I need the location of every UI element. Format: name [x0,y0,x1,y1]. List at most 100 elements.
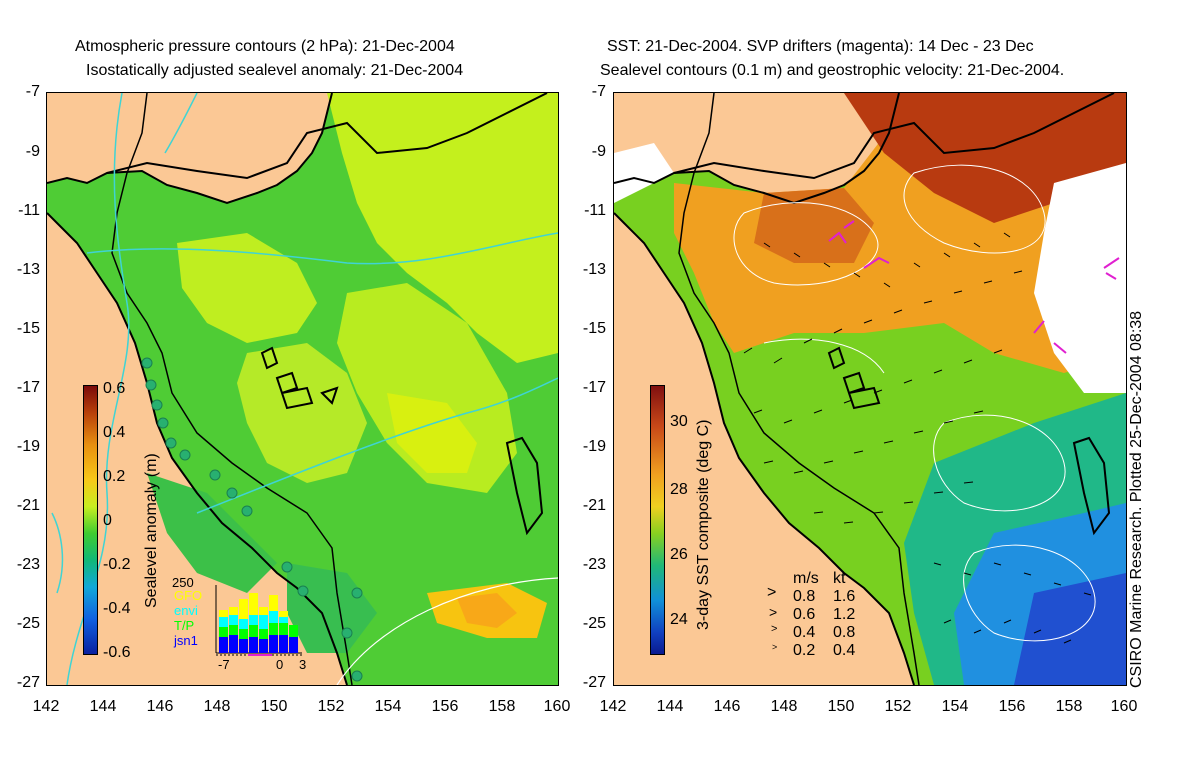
left-y-tick: -19 [16,438,40,455]
velocity-key-ms: 0.6 [793,606,816,623]
inset-xtick: -7 [218,657,230,672]
left-pressure-contour [196,377,558,514]
left-x-tick: 160 [543,698,571,715]
left-y-tick: -13 [16,261,40,278]
right-y-tick: -23 [582,556,606,573]
left-colorbar-tick: -0.2 [103,556,131,573]
right-coastline [614,93,900,205]
velocity-key-ms: 0.8 [793,588,816,605]
plot-credit: CSIRO Marine Research. Plotted 25-Dec-20… [1128,310,1145,688]
right-y-tick: -13 [582,261,606,278]
right-y-tick: -11 [584,202,606,219]
left-y-tick: -27 [16,674,40,691]
left-y-tick: -7 [25,83,40,100]
right-y-tick: -15 [582,320,606,337]
right-reef-outline [827,346,1111,536]
velocity-key-arrow-icon: > [771,623,778,635]
velocity-key-kt: 1.2 [833,606,856,623]
velocity-key-header-kt: kt [833,570,846,587]
right-map-svg [614,93,1126,685]
right-title-line1: SST: 21-Dec-2004. SVP drifters (magenta)… [607,38,1034,55]
right-x-tick: 152 [884,698,912,715]
inset-legend-jsn1: jsn1 [174,633,198,648]
inset-bar-stack [219,593,298,653]
left-coastline [47,212,348,685]
left-anomaly-blob [327,93,558,363]
inset-bars [215,585,302,656]
left-y-tick: -17 [16,379,40,396]
velocity-key-arrow-icon: > [769,604,778,620]
right-y-tick: -21 [582,497,606,514]
velocity-key-arrow-icon: > [772,642,778,652]
left-x-tick: 152 [317,698,345,715]
right-x-tick: 148 [770,698,798,715]
right-shelf-edge-line [678,93,920,685]
right-colorbar-tick: 26 [670,546,688,563]
right-y-tick: -17 [582,379,606,396]
right-x-tick: 158 [1055,698,1083,715]
left-pressure-contour [86,232,558,265]
velocity-key-ms: 0.4 [793,624,816,641]
left-map-svg [47,93,558,685]
left-x-tick: 148 [203,698,231,715]
left-y-tick: -21 [16,497,40,514]
right-cloud-mask [1034,163,1126,393]
right-x-tick: 160 [1110,698,1138,715]
right-sst-hot [754,188,874,263]
left-png-coast [106,93,548,180]
right-cloud-mask [614,143,674,203]
right-x-tick: 144 [656,698,684,715]
velocity-key-header-ms: m/s [793,570,819,587]
left-pressure-contour [164,93,198,154]
right-colorbar [650,385,665,655]
left-colorbar-tick: 0 [103,512,112,529]
right-map-panel [613,92,1127,686]
left-coastline [47,93,333,205]
inset-legend-envi: envi [174,603,198,618]
left-reef-outline [260,346,544,536]
right-y-tick: -19 [582,438,606,455]
inset-ymax-label: 250 [172,575,194,590]
right-x-tick: 142 [599,698,627,715]
left-x-tick: 150 [260,698,288,715]
right-title-line2: Sealevel contours (0.1 m) and geostrophi… [600,62,1065,79]
left-x-tick: 156 [431,698,459,715]
left-x-tick: 146 [146,698,174,715]
right-x-tick: 156 [998,698,1026,715]
right-velocity-arrows [743,232,1092,644]
right-colorbar-tick: 24 [670,611,688,628]
left-map-panel [46,92,559,686]
velocity-key: m/s kt > 0.8 1.6 > 0.6 1.2 > 0.4 0.8 > 0… [765,570,885,660]
left-colorbar-label: Sealevel anomaly (m) [143,453,160,608]
left-pressure-contour [51,512,64,594]
inset-legend-gfo: GFO [174,588,203,603]
left-anomaly-blob [387,393,477,473]
left-title-line1: Atmospheric pressure contours (2 hPa): 2… [75,38,455,55]
left-colorbar-tick: 0.6 [103,380,126,397]
left-x-tick: 158 [488,698,516,715]
right-y-tick: -25 [582,615,606,632]
left-anomaly-blob [287,563,377,653]
right-colorbar-tick: 30 [670,413,688,430]
left-y-tick: -11 [18,202,40,219]
velocity-key-kt: 1.6 [833,588,856,605]
left-anomaly-blob [147,473,277,593]
left-colorbar [83,385,98,655]
velocity-key-kt: 0.4 [833,642,856,659]
left-tide-gauges [141,357,363,682]
right-y-tick: -27 [582,674,606,691]
right-colorbar-label: 3-day SST composite (deg C) [695,419,712,630]
left-y-tick: -15 [16,320,40,337]
left-x-tick: 144 [89,698,117,715]
left-shelf-edge-line [111,93,353,685]
left-colorbar-tick: 0.4 [103,424,126,441]
left-y-tick: -9 [25,143,40,160]
left-anomaly-blob [457,593,517,628]
left-x-tick: 154 [374,698,402,715]
left-pressure-contour [336,577,558,685]
right-sealevel-contours [733,164,1096,642]
right-x-tick: 150 [827,698,855,715]
right-x-tick: 146 [713,698,741,715]
inset-xtick: 3 [299,657,307,672]
inset-legend-tp: T/P [174,618,195,633]
